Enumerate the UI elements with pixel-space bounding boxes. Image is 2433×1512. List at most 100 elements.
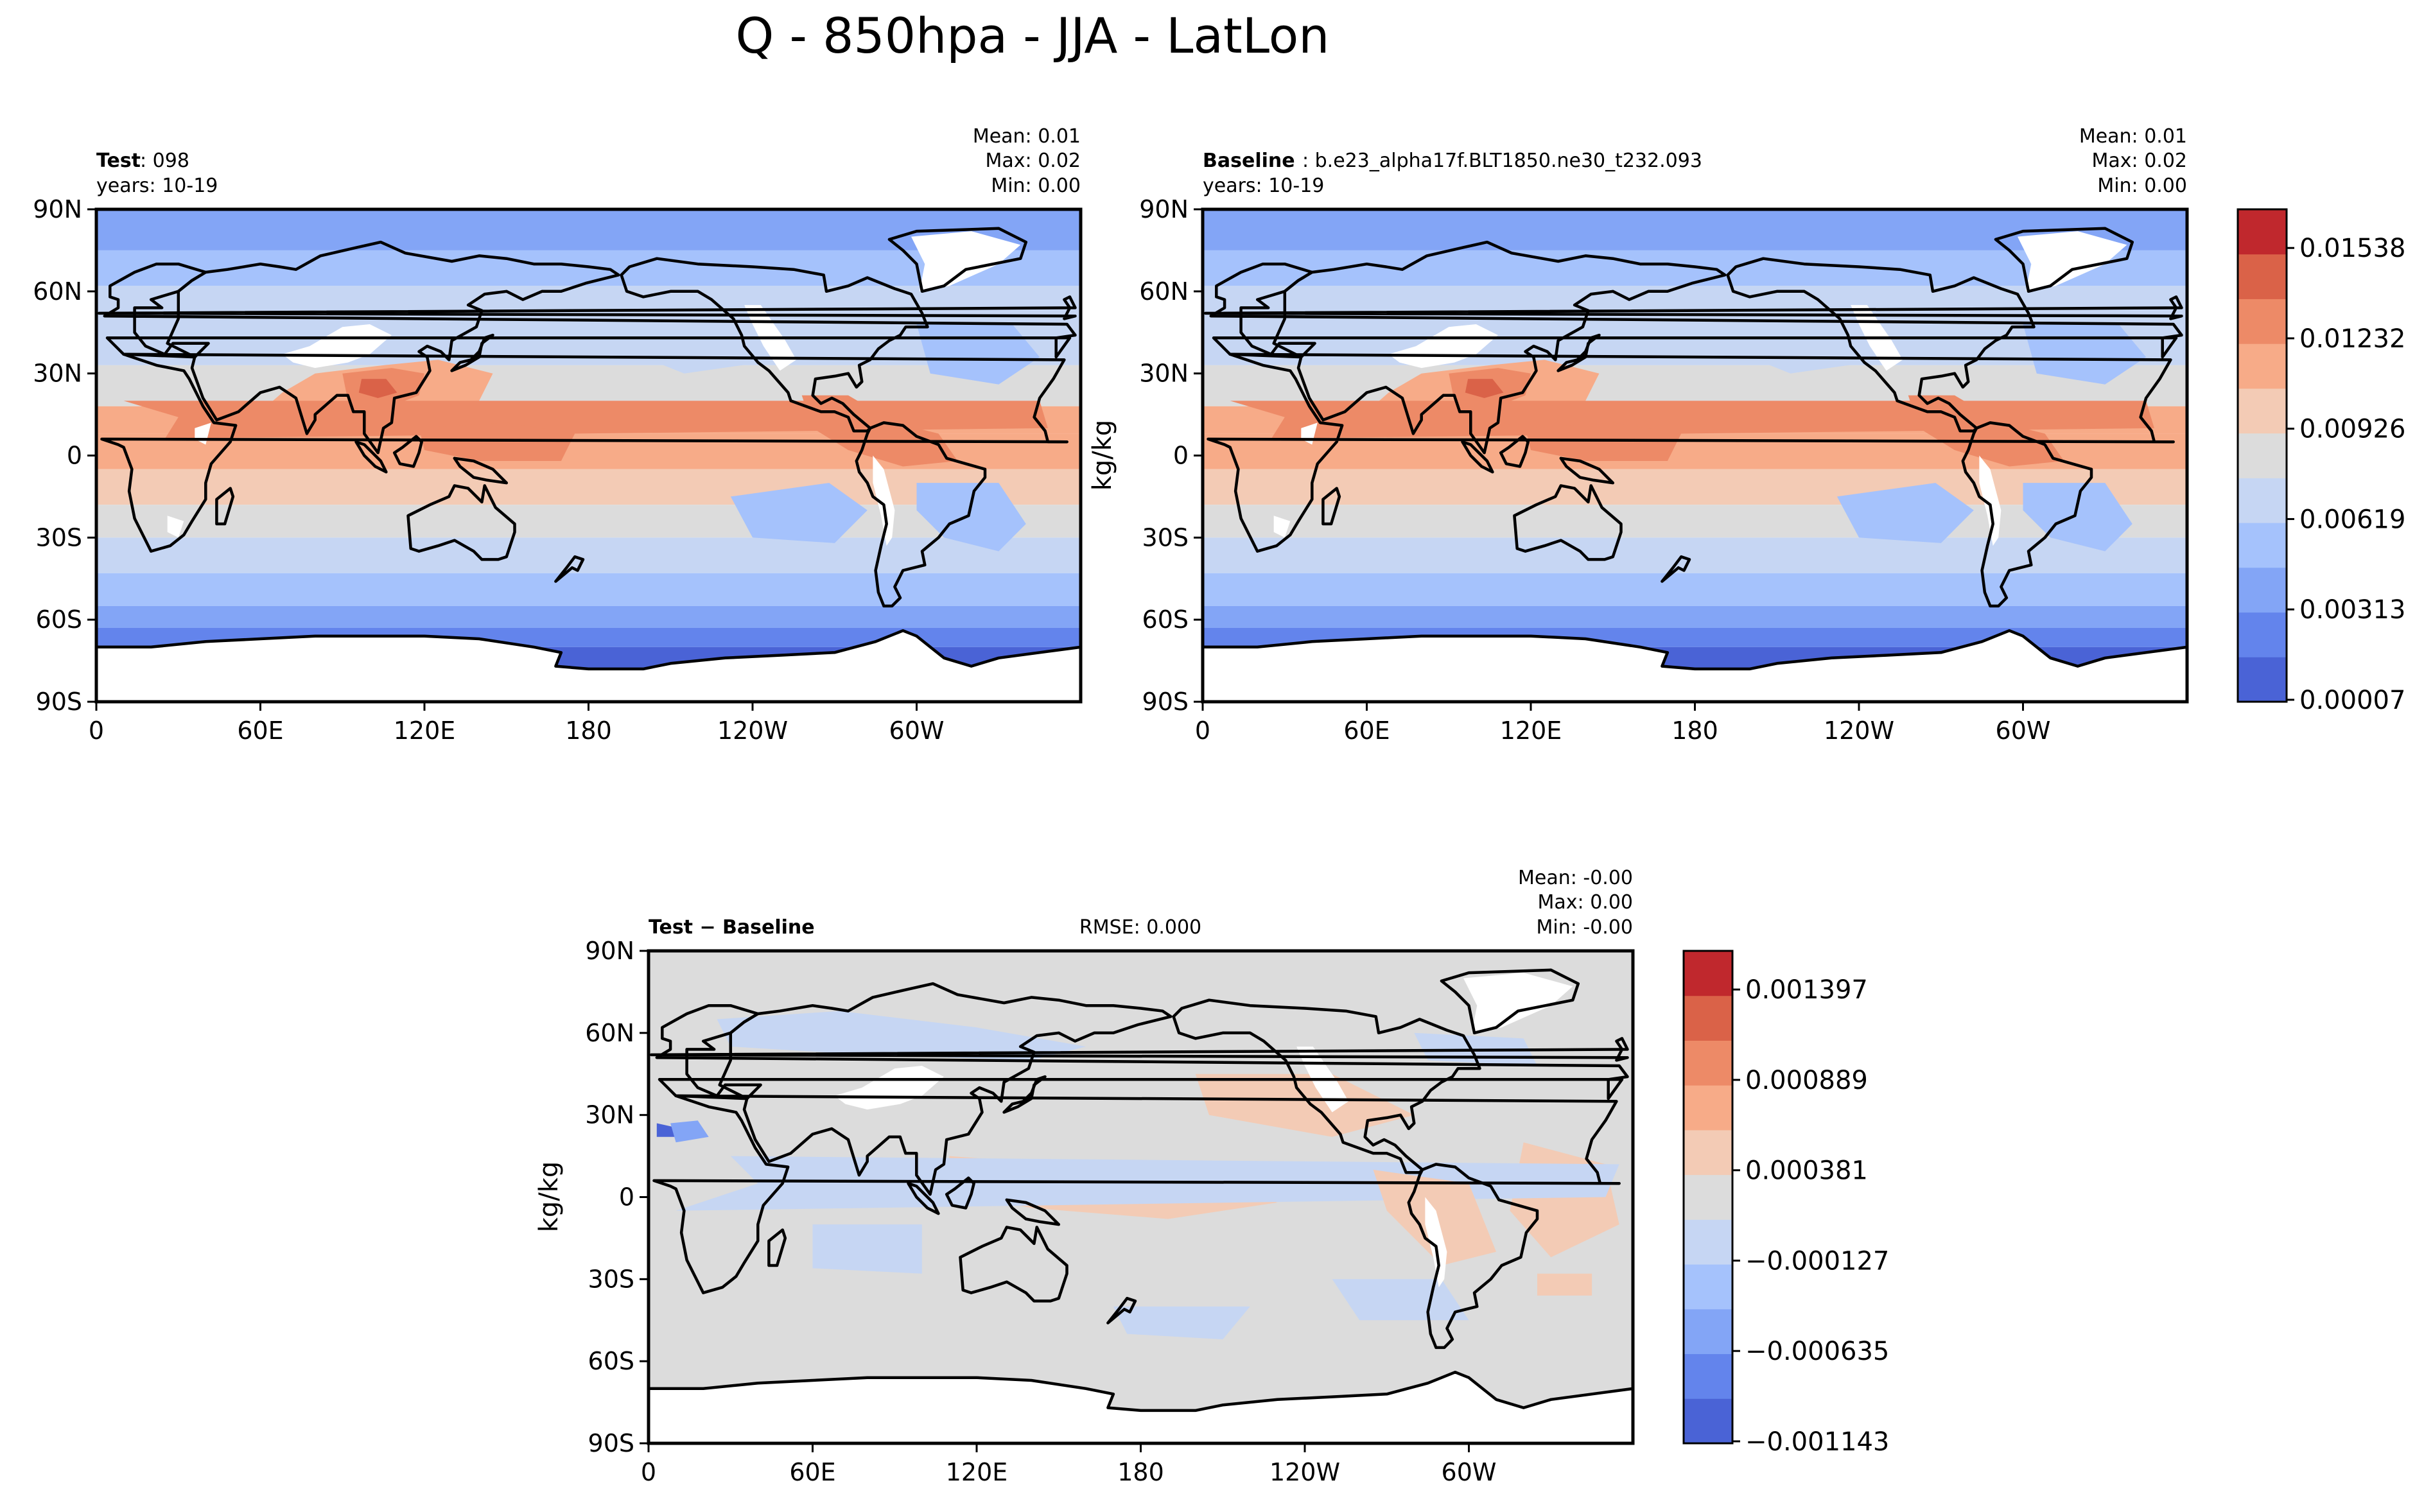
diff-anomaly-1: [1195, 1073, 1415, 1137]
coastline-greenland: [1440, 968, 1580, 1035]
mask-tibet: [282, 324, 392, 369]
baseline-mean: Mean: 0.01: [2079, 125, 2187, 148]
colorbar-swatch: [2238, 523, 2287, 568]
diff-anomaly-14: [1537, 1273, 1592, 1296]
lat-tick-label: 60S: [588, 1347, 634, 1375]
lat-tick-label: 30N: [1139, 360, 1189, 388]
colorbar-swatch: [1684, 951, 1732, 996]
coastline-southAmerica: [1407, 1163, 1539, 1350]
colorbar-swatch: [1684, 995, 1732, 1041]
diff-anomaly-8: [1113, 1306, 1250, 1340]
colorbar-tick-label: 0.01538: [2299, 234, 2405, 263]
mask-tibet: [834, 1066, 944, 1110]
colorbar-top: kg/kg 0.01538 0.01232 0.00926 0.00619 0.0031…: [1088, 208, 2405, 715]
lat-tick-label: 90N: [33, 195, 82, 223]
baseline-min: Min: 0.00: [2097, 175, 2187, 197]
lat-tick-label: 30N: [585, 1101, 634, 1129]
diff-min: Min: -0.00: [1537, 916, 1634, 939]
lon-tick-label: 0: [641, 1458, 656, 1486]
mask-antarctica: [649, 1372, 1633, 1443]
colorbar-swatch: [1684, 1353, 1732, 1399]
coastline-britain: [1204, 295, 2183, 320]
lat-tick-label: 90N: [585, 937, 634, 965]
coastline-antarctica: [649, 1370, 1633, 1443]
colorbar-tick-label: 0.000889: [1745, 1066, 1868, 1095]
coastline-newGuinea: [1005, 1198, 1061, 1226]
baseline-field: [1203, 209, 2187, 702]
q-band-11: [96, 605, 1081, 628]
colorbar-tick-label: 0.00926: [2299, 415, 2405, 444]
lat-tick-label: 30S: [588, 1265, 634, 1293]
coastline-japan: [450, 333, 494, 372]
baseline-max: Max: 0.02: [2092, 150, 2187, 172]
coastline-newZealand: [554, 555, 585, 583]
baseline-coastlines: [1203, 227, 2187, 702]
panel-test: Test : 098 years: 10-19 Mean: 0.01 Max: …: [33, 125, 1083, 745]
coastline-madagascar: [767, 1228, 787, 1267]
coastline-australia: [1513, 484, 1623, 561]
diff-anomaly-12: [670, 1120, 709, 1143]
q-satl-dry: [2023, 483, 2132, 552]
colorbar-frame: [2237, 208, 2288, 703]
test-min: Min: 0.00: [991, 175, 1081, 197]
lat-tick-label: 30N: [33, 360, 82, 388]
colorbar-tick-label: −0.001143: [1745, 1427, 1889, 1457]
test-title-rest: : 098: [140, 150, 189, 172]
lat-tick-label: 60N: [33, 277, 82, 306]
panel-diff: Test − Baseline RMSE: 0.000 Mean: -0.00 …: [534, 867, 1635, 1486]
diff-anomaly-13: [1271, 1164, 1354, 1184]
colorbar-swatch: [1684, 1085, 1732, 1131]
q-band-4: [96, 365, 1081, 406]
q-warmpool: [419, 422, 575, 461]
coastline-southAmerica: [855, 421, 987, 608]
coastline-australia: [406, 484, 516, 561]
colorbar-swatch: [2238, 567, 2287, 613]
test-field: [96, 209, 1081, 702]
lon-tick-label: 0: [1195, 717, 1210, 745]
coastline-africa: [100, 352, 1068, 553]
q-spac-dry: [730, 483, 868, 543]
lon-tick-label: 120W: [717, 717, 788, 745]
colorbar-swatch: [2238, 433, 2287, 478]
lat-tick-label: 60S: [36, 605, 82, 634]
mask-antarctica: [1203, 630, 2187, 702]
coastline-antarctica: [1203, 629, 2187, 702]
baseline-title-rest: : b.e23_alpha17f.BLT1850.ne30_t232.093: [1302, 150, 1702, 172]
coastline-japan: [1557, 333, 1601, 372]
coastline-greenland: [1994, 227, 2134, 293]
coastline-sumatra: [907, 1181, 940, 1215]
lon-tick-label: 60E: [1343, 717, 1390, 745]
colorbar-swatch: [2238, 657, 2287, 702]
lon-tick-label: 60W: [889, 717, 945, 745]
lat-tick-label: 60N: [1139, 277, 1189, 306]
coastline-newZealand: [1661, 555, 1691, 583]
coastline-northAmerica: [1726, 257, 2036, 433]
colorbar-swatch: [2238, 254, 2287, 299]
q-satl-dry: [916, 483, 1026, 552]
mask-andes: [1979, 455, 2001, 546]
colorbar-swatch: [1684, 1398, 1732, 1444]
mask-tibet: [1388, 324, 1498, 369]
colorbar-swatch: [2238, 388, 2287, 434]
test-max: Max: 0.02: [986, 150, 1081, 172]
mask-southafrica: [167, 516, 184, 538]
q-band-4: [1203, 365, 2187, 406]
q-spac-dry: [1836, 483, 1974, 543]
coastline-newGuinea: [453, 456, 509, 485]
coastline-newGuinea: [1559, 456, 1615, 485]
coastline-britain: [650, 1037, 1629, 1062]
diff-anomaly-7: [812, 1224, 922, 1274]
coastline-sumatra: [1461, 440, 1494, 474]
lat-tick-label: 90S: [36, 688, 82, 716]
mask-southafrica: [1273, 516, 1291, 538]
coastline-africa: [1207, 352, 2175, 553]
colorbar-swatch: [2238, 343, 2287, 389]
coastline-japan: [1002, 1075, 1047, 1114]
coastline-madagascar: [215, 487, 235, 526]
q-monsoon-peak: [358, 379, 397, 398]
colorbar-tick-label: 0.01232: [2299, 324, 2405, 354]
mask-greenland: [2018, 231, 2127, 291]
mask-greenland: [1463, 973, 1573, 1033]
